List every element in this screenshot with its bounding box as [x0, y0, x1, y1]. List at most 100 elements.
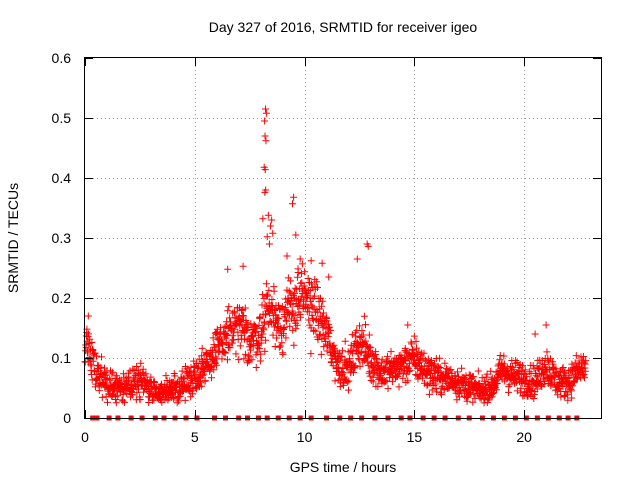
data-point: [267, 222, 275, 230]
data-point: [274, 314, 282, 322]
data-point: [308, 311, 316, 319]
data-point: [269, 331, 277, 339]
data-point: [344, 386, 352, 394]
data-point: [294, 268, 302, 276]
data-point: [419, 374, 427, 382]
data-point: [102, 371, 110, 379]
data-point: [262, 109, 270, 117]
data-point: [241, 304, 249, 312]
data-point: [292, 231, 300, 239]
data-point: [255, 345, 263, 353]
data-point: [226, 344, 234, 352]
data-point: [232, 350, 240, 358]
data-point: [180, 374, 188, 382]
data-point: [261, 132, 269, 140]
data-point: [384, 385, 392, 393]
data-point: [326, 323, 334, 331]
data-point: [525, 368, 533, 376]
data-point: [327, 326, 335, 334]
data-point: [500, 360, 508, 368]
data-point: [85, 340, 93, 348]
data-point: [262, 336, 270, 344]
data-point: [209, 334, 217, 342]
data-point: [291, 295, 299, 303]
data-point: [433, 388, 441, 396]
data-point: [329, 362, 337, 370]
data-point: [218, 355, 226, 363]
data-point: [252, 363, 260, 371]
data-point: [417, 350, 425, 358]
data-point: [276, 342, 284, 350]
data-point: [406, 366, 414, 374]
data-point: [278, 302, 286, 310]
data-point: [573, 375, 581, 383]
data-point: [296, 255, 304, 263]
data-point: [293, 321, 301, 329]
data-point: [260, 326, 268, 334]
data-point: [245, 356, 253, 364]
data-point: [208, 374, 216, 382]
data-point: [542, 321, 550, 329]
data-point: [295, 302, 303, 310]
data-point: [237, 331, 245, 339]
data-point: [275, 315, 283, 323]
data-point: [489, 390, 497, 398]
data-point: [437, 389, 445, 397]
data-point: [247, 320, 255, 328]
data-point: [408, 340, 416, 348]
data-point: [82, 343, 90, 351]
data-point: [338, 352, 346, 360]
data-point: [268, 296, 276, 304]
data-point: [223, 356, 231, 364]
data-point: [582, 357, 590, 365]
data-point: [522, 373, 530, 381]
data-point: [359, 331, 367, 339]
data-point: [423, 381, 431, 389]
data-point: [567, 371, 575, 379]
data-point: [411, 361, 419, 369]
data-point: [505, 383, 513, 391]
y-tick-label: 0.6: [52, 50, 72, 66]
data-point: [489, 389, 497, 397]
data-point: [399, 374, 407, 382]
data-point: [108, 391, 116, 399]
data-point: [368, 349, 376, 357]
data-point: [319, 297, 327, 305]
data-point: [564, 396, 572, 404]
data-point: [301, 268, 309, 276]
data-point: [275, 343, 283, 351]
data-point: [308, 301, 316, 309]
data-point: [270, 287, 278, 295]
data-point: [290, 341, 298, 349]
data-point: [332, 358, 340, 366]
data-point: [352, 347, 360, 355]
data-point: [248, 356, 256, 364]
data-point: [121, 398, 129, 406]
data-point: [367, 344, 375, 352]
data-point: [135, 369, 143, 377]
data-point: [421, 356, 429, 364]
data-point: [324, 333, 332, 341]
data-point: [207, 351, 215, 359]
data-point: [206, 363, 214, 371]
data-point: [336, 357, 344, 365]
data-point: [253, 348, 261, 356]
data-point: [307, 257, 315, 265]
data-point: [531, 330, 539, 338]
data-point: [356, 362, 364, 370]
data-point: [469, 373, 477, 381]
data-point: [581, 367, 589, 375]
data-point: [189, 390, 197, 398]
data-point: [335, 363, 343, 371]
data-point: [325, 273, 333, 281]
data-point: [262, 280, 270, 288]
data-point: [261, 319, 269, 327]
data-point: [355, 322, 363, 330]
data-point: [302, 300, 310, 308]
data-point: [488, 393, 496, 401]
data-point: [392, 365, 400, 373]
data-point: [129, 365, 137, 373]
data-point: [310, 292, 318, 300]
plot-frame: [84, 57, 602, 419]
data-point: [224, 265, 232, 273]
